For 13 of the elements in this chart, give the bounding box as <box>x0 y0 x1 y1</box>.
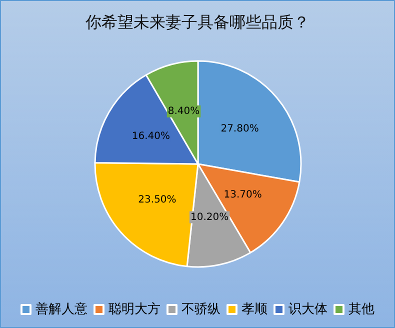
legend-label: 其他 <box>348 302 374 317</box>
data-label: 27.80% <box>220 123 259 134</box>
data-label: 13.70% <box>224 190 262 201</box>
legend-label: 不骄纵 <box>182 302 220 317</box>
data-label: 16.40% <box>132 131 170 142</box>
data-label: 10.20% <box>190 212 229 223</box>
legend-label: 识大体 <box>288 302 328 317</box>
data-label: 23.50% <box>138 194 176 206</box>
legend-label: 孝顺 <box>242 302 268 317</box>
data-label: 8.40% <box>168 106 200 117</box>
legend-label: 聪明大方 <box>108 301 160 317</box>
chart-title: 你希望未来妻子具备哪些品质？ <box>84 12 310 32</box>
legend-label: 善解人意 <box>36 301 88 317</box>
